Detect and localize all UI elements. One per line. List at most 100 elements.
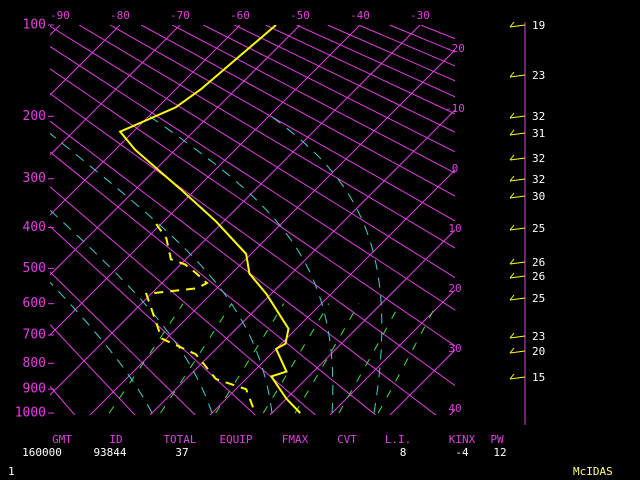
pressure-label: 1000 (15, 406, 46, 421)
diagram-lines (50, 25, 455, 415)
isotherm (329, 289, 455, 415)
wind-barb (509, 376, 526, 380)
pressure-label: 700 (23, 327, 46, 342)
dry-adiabat (50, 186, 317, 415)
dry-adiabat (50, 151, 377, 415)
wind-barb (509, 178, 526, 182)
side-temperature-label: 30 (448, 342, 461, 355)
wind-barb-flag (509, 224, 515, 231)
wind-speed-label: 32 (532, 152, 545, 165)
frame-number: 1 (8, 465, 15, 478)
wind-speed-label: 15 (532, 371, 545, 384)
wind-barb (509, 335, 526, 339)
footer-label: ID (109, 433, 122, 446)
wind-barb (509, 115, 526, 119)
pressure-label: 800 (23, 356, 46, 371)
side-temperature-label: 40 (448, 402, 461, 415)
dry-adiabat (109, 25, 455, 222)
wind-barb-flag (509, 112, 515, 119)
wind-barb (509, 350, 526, 354)
wind-barb (509, 24, 526, 28)
side-temperature-label: -10 (445, 102, 465, 115)
top-temperature-label: -90 (50, 9, 70, 22)
wind-barb-flag (509, 258, 515, 265)
wind-speed-label: 19 (532, 19, 545, 32)
profiles (118, 25, 301, 414)
isotherm (269, 229, 455, 415)
dry-adiabat (78, 25, 455, 249)
dry-adiabat (50, 92, 455, 387)
wind-barb (509, 74, 526, 78)
dry-adiabat (203, 25, 455, 153)
wind-barb-flag (509, 332, 515, 339)
side-temperature-label: -20 (445, 42, 465, 55)
mixing-ratio-line (338, 303, 401, 414)
mixing-ratio-line (108, 303, 184, 414)
wind-barb-flag (509, 154, 515, 161)
wind-barb-flag (509, 294, 515, 301)
moist-adiabat (270, 115, 383, 414)
wind-barb (509, 195, 526, 199)
footer-label: TOTAL (163, 433, 196, 446)
wind-barb (509, 157, 526, 161)
wind-barb-flag (509, 373, 515, 380)
dry-adiabat (50, 25, 455, 279)
dry-adiabat (50, 120, 437, 415)
pressure-label: 400 (23, 220, 46, 235)
mixing-ratio-line (262, 303, 330, 414)
wind-speed-label: 31 (532, 127, 545, 140)
side-temperature-label: 20 (448, 282, 461, 295)
footer-label: KINX (449, 433, 476, 446)
pressure-label: 500 (23, 261, 46, 276)
pressure-label: 300 (23, 171, 46, 186)
dry-adiabat (141, 25, 455, 197)
side-temperature-label: 10 (448, 222, 461, 235)
moist-adiabat (50, 132, 273, 414)
isotherm (50, 25, 241, 216)
footer-label: CVT (337, 433, 357, 446)
dry-adiabat (50, 225, 257, 415)
top-temperature-label: -70 (170, 9, 190, 22)
temperature-line (118, 25, 301, 414)
wind-barb-flag (509, 175, 515, 182)
wind-barb (509, 261, 526, 265)
footer-value: 8 (400, 446, 407, 459)
wind-barb (509, 132, 526, 136)
side-temperature-label: 0 (452, 162, 459, 175)
pressure-label: 200 (23, 109, 46, 124)
dry-adiabat (50, 45, 455, 311)
wind-barb-flag (509, 272, 515, 279)
mixing-ratio-line (294, 303, 360, 414)
dry-adiabat (50, 385, 76, 415)
footer-value: 93844 (93, 446, 126, 459)
footer-value: 12 (493, 446, 506, 459)
wind-speed-label: 25 (532, 292, 545, 305)
footer-label: EQUIP (219, 433, 252, 446)
moist-adiabat (50, 209, 213, 414)
dry-adiabat (296, 25, 455, 98)
wind-barb-flag (509, 192, 515, 199)
wind-barb (509, 275, 526, 279)
pressure-label: 100 (23, 18, 46, 33)
moist-adiabat (149, 115, 334, 414)
footer-label: FMAX (282, 433, 309, 446)
wind-speed-label: 23 (532, 330, 545, 343)
dry-adiabat (50, 271, 196, 415)
isotherm (50, 25, 301, 276)
wind-barb-flag (509, 129, 515, 136)
dry-adiabat (389, 25, 455, 53)
mixing-ratio-line (377, 303, 438, 414)
isotherm (50, 25, 361, 336)
mixing-ratio-line (160, 303, 233, 414)
wind-speed-label: 26 (532, 256, 545, 269)
brand: McIDAS (573, 465, 613, 478)
dry-adiabat (50, 68, 455, 347)
footer-label: L.I. (385, 433, 412, 446)
isotherm (89, 49, 455, 415)
isotherm (209, 169, 455, 415)
mixing-ratio-line (215, 303, 285, 414)
dry-adiabat (327, 25, 455, 82)
wind-speed-label: 26 (532, 270, 545, 283)
dry-adiabat (234, 25, 455, 133)
